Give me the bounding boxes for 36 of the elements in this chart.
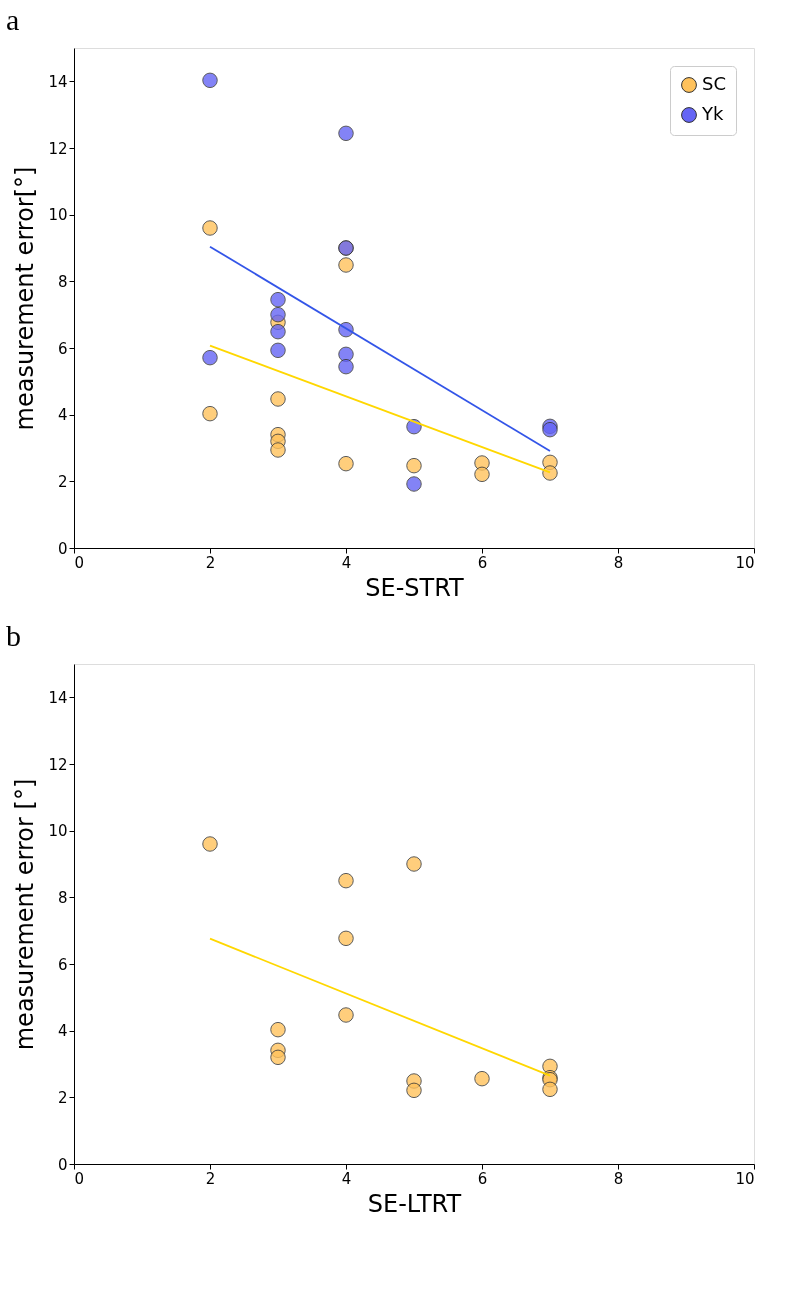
y-axis-title: measurement error[°] bbox=[11, 166, 40, 431]
x-tick-label: 2 bbox=[205, 553, 216, 572]
y-tick-label: 12 bbox=[48, 139, 68, 158]
y-tick-label: 8 bbox=[57, 272, 68, 291]
legend-label: Yk bbox=[701, 103, 724, 124]
x-axis-title: SE-STRT bbox=[365, 573, 465, 602]
legend-label: SC bbox=[702, 73, 726, 94]
y-tick-label: 10 bbox=[48, 822, 68, 841]
y-tick-label: 4 bbox=[57, 1022, 68, 1041]
y-tick-label: 10 bbox=[48, 206, 68, 225]
x-tick-label: 10 bbox=[735, 1169, 755, 1188]
x-tick-label: 10 bbox=[735, 553, 755, 572]
y-tick-label: 4 bbox=[57, 406, 68, 425]
y-tick-label: 6 bbox=[57, 339, 68, 358]
x-tick-label: 2 bbox=[205, 1169, 216, 1188]
y-tick-label: 2 bbox=[57, 472, 68, 491]
x-tick-label: 6 bbox=[477, 553, 488, 572]
y-tick-label: 14 bbox=[48, 688, 68, 707]
x-tick-label: 8 bbox=[613, 553, 624, 572]
x-tick-label: 0 bbox=[74, 1169, 85, 1188]
y-tick-label: 2 bbox=[57, 1088, 68, 1107]
chart-title: a bbox=[5, 3, 20, 36]
x-tick-label: 6 bbox=[477, 1169, 488, 1188]
y-tick-label: 6 bbox=[57, 955, 68, 974]
y-tick-label: 8 bbox=[57, 888, 68, 907]
y-tick-label: 0 bbox=[57, 1155, 68, 1174]
x-tick-label: 4 bbox=[341, 1169, 352, 1188]
x-tick-label: 8 bbox=[613, 1169, 624, 1188]
x-tick-label: 4 bbox=[341, 553, 352, 572]
x-axis-title: SE-LTRT bbox=[367, 1189, 462, 1218]
y-tick-label: 14 bbox=[48, 72, 68, 91]
y-tick-label: 0 bbox=[57, 539, 68, 558]
y-axis-title: measurement error [°] bbox=[11, 778, 40, 1051]
y-tick-label: 12 bbox=[48, 755, 68, 774]
x-tick-label: 0 bbox=[74, 553, 85, 572]
chart-title: b bbox=[5, 619, 21, 652]
